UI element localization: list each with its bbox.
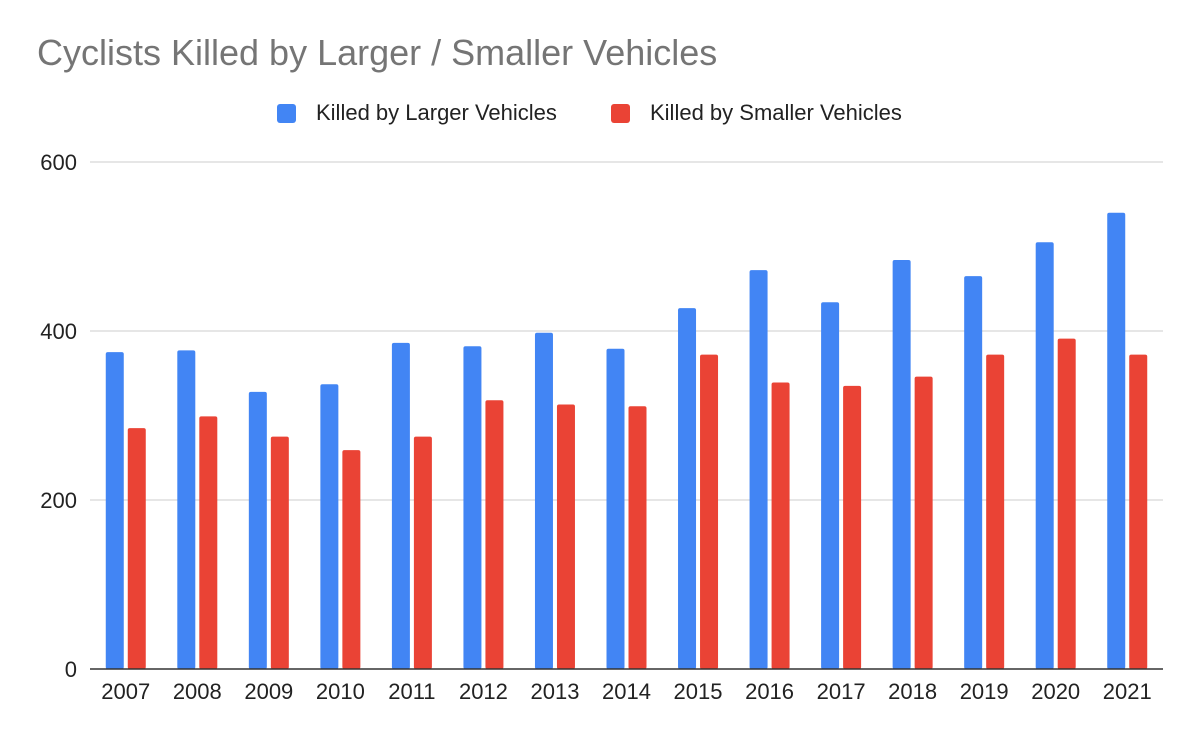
bar-smaller-2009 [270, 436, 289, 669]
bar-smaller-2011 [413, 436, 432, 669]
bar-smaller-2017 [843, 385, 862, 669]
bar-larger-2016 [749, 270, 768, 669]
bar-larger-2007 [105, 352, 124, 669]
x-tick-label: 2014 [602, 679, 651, 704]
legend-label-larger: Killed by Larger Vehicles [316, 100, 557, 125]
x-tick-label: 2018 [888, 679, 937, 704]
x-tick-label: 2007 [101, 679, 150, 704]
legend-item-larger[interactable]: Killed by Larger Vehicles [277, 98, 557, 128]
bar-larger-2015 [678, 308, 697, 669]
x-tick-label: 2009 [244, 679, 293, 704]
bar-larger-2019 [964, 276, 983, 669]
x-tick-label: 2012 [459, 679, 508, 704]
bar-smaller-2019 [986, 354, 1005, 669]
x-tick-label: 2008 [173, 679, 222, 704]
bar-larger-2011 [391, 342, 410, 669]
bar-larger-2020 [1035, 242, 1054, 669]
x-tick-label: 2020 [1031, 679, 1080, 704]
bar-larger-2009 [248, 391, 267, 669]
bar-smaller-2020 [1057, 338, 1076, 669]
legend: Killed by Larger Vehicles Killed by Smal… [0, 98, 1200, 128]
bar-larger-2012 [463, 346, 482, 669]
bar-smaller-2010 [342, 450, 361, 669]
y-tick-label: 200 [40, 488, 77, 513]
legend-label-smaller: Killed by Smaller Vehicles [650, 100, 902, 125]
bar-smaller-2014 [628, 406, 647, 669]
bar-smaller-2013 [556, 404, 575, 669]
bar-larger-2017 [821, 302, 840, 669]
bar-larger-2018 [892, 260, 911, 669]
y-tick-label: 600 [40, 150, 77, 175]
bar-larger-2010 [320, 384, 339, 669]
bar-smaller-2021 [1129, 354, 1148, 669]
x-tick-label: 2011 [388, 679, 435, 704]
x-tick-label: 2021 [1103, 679, 1152, 704]
chart-title: Cyclists Killed by Larger / Smaller Vehi… [37, 32, 718, 73]
bar-smaller-2015 [700, 354, 719, 669]
bar-larger-2021 [1107, 212, 1126, 669]
x-tick-label: 2010 [316, 679, 365, 704]
bar-smaller-2012 [485, 400, 504, 669]
x-tick-label: 2013 [530, 679, 579, 704]
bar-larger-2014 [606, 348, 625, 669]
x-tick-label: 2016 [745, 679, 794, 704]
legend-swatch-smaller [611, 103, 630, 123]
bar-smaller-2007 [127, 428, 146, 669]
bar-larger-2008 [177, 350, 196, 669]
bar-larger-2013 [534, 332, 553, 669]
bar-smaller-2008 [199, 416, 218, 669]
legend-swatch-larger [277, 103, 296, 123]
x-tick-label: 2015 [674, 679, 723, 704]
legend-item-smaller[interactable]: Killed by Smaller Vehicles [611, 98, 902, 128]
bar-smaller-2016 [771, 382, 790, 669]
x-tick-label: 2017 [817, 679, 866, 704]
y-tick-label: 0 [65, 657, 77, 682]
y-tick-label: 400 [40, 319, 77, 344]
bar-smaller-2018 [914, 376, 933, 669]
x-tick-label: 2019 [960, 679, 1009, 704]
